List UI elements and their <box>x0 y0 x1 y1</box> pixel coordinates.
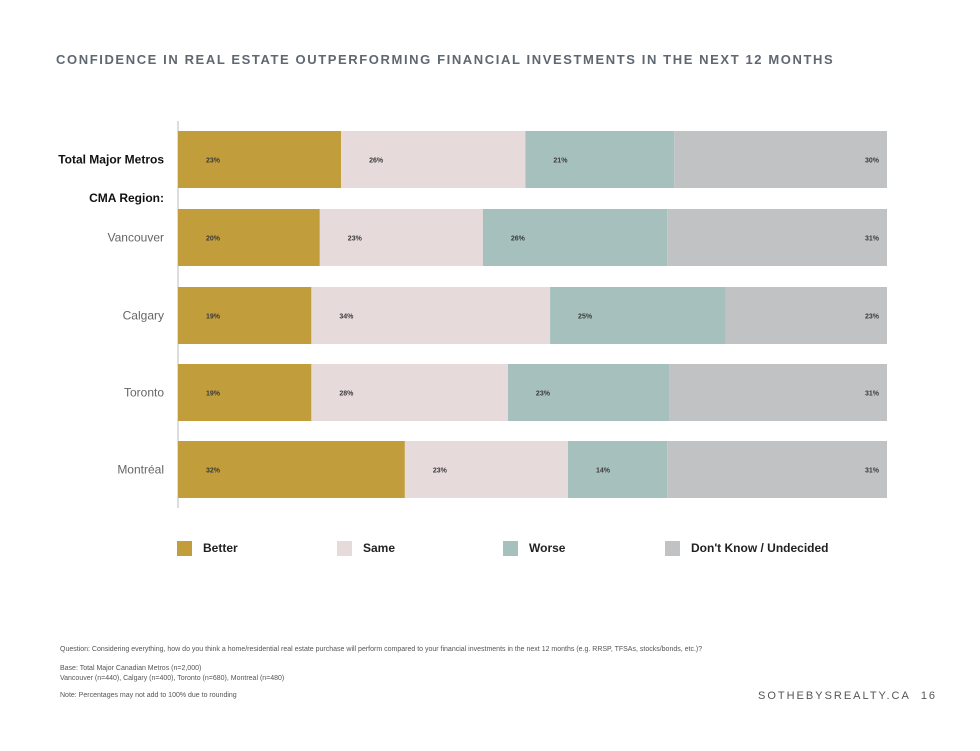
bar-value-label: 14% <box>596 468 611 475</box>
bar-value-label: 19% <box>206 314 221 321</box>
bar-segment <box>667 209 887 266</box>
bar-segment <box>178 287 312 344</box>
brand-name: SOTHEBYSREALTY.CA <box>758 690 911 702</box>
bar-segment <box>319 209 483 266</box>
bar-segment <box>550 287 726 344</box>
bar-value-label: 23% <box>348 236 363 243</box>
bar-value-label: 19% <box>206 391 221 398</box>
bar-value-label: 32% <box>206 468 221 475</box>
rounding-note: Note: Percentages may not add to 100% du… <box>60 692 237 699</box>
legend-swatch <box>503 541 518 556</box>
bar-segment <box>178 131 342 188</box>
bar-segment <box>178 209 320 266</box>
bar-segment <box>178 441 405 498</box>
base-line-2: Vancouver (n=440), Calgary (n=400), Toro… <box>60 675 285 682</box>
bar-segment <box>311 287 551 344</box>
bar-value-label: 26% <box>511 236 526 243</box>
base-line-1: Base: Total Major Canadian Metros (n=2,0… <box>60 665 202 672</box>
stacked-bar-chart: 23% 26% 21% 30% Total Major Metros 20% 23% 26% 3… <box>58 121 887 556</box>
brand-footer: SOTHEBYSREALTY.CA 16 <box>758 690 937 702</box>
bar-value-label: 20% <box>206 236 221 243</box>
bar-segment <box>674 131 887 188</box>
bar-value-label: 21% <box>553 158 568 165</box>
legend-label: Don't Know / Undecided <box>691 541 829 555</box>
category-label: Vancouver <box>108 231 164 245</box>
bar-segment <box>567 441 668 498</box>
bar-value-label: 31% <box>865 236 880 243</box>
legend-swatch <box>665 541 680 556</box>
bar-segment <box>341 131 526 188</box>
bar-segment <box>482 209 668 266</box>
bar-value-label: 23% <box>206 158 221 165</box>
bar-segment <box>725 287 887 344</box>
legend-swatch <box>177 541 192 556</box>
bar-segment <box>525 131 675 188</box>
bar-value-label: 34% <box>339 314 354 321</box>
bar-value-label: 25% <box>578 314 593 321</box>
legend-label: Same <box>363 541 395 555</box>
bar-value-label: 23% <box>433 468 448 475</box>
bar-segment <box>667 441 887 498</box>
bar-segment <box>178 364 312 421</box>
survey-question: Question: Considering everything, how do… <box>60 646 703 653</box>
bar-value-label: 23% <box>865 314 880 321</box>
category-label: Toronto <box>124 386 164 400</box>
bar-value-label: 23% <box>536 391 551 398</box>
bar-value-label: 28% <box>339 391 354 398</box>
category-label: Total Major Metros <box>58 153 164 167</box>
group-label: CMA Region: <box>89 191 164 205</box>
category-label: Calgary <box>123 309 164 323</box>
bar-segment <box>507 364 670 421</box>
page-number: 16 <box>920 690 938 702</box>
chart-title: CONFIDENCE IN REAL ESTATE OUTPERFORMING … <box>56 52 835 67</box>
legend-label: Better <box>203 541 238 555</box>
bar-segment <box>669 364 887 421</box>
bar-segment <box>404 441 568 498</box>
legend-label: Worse <box>529 541 566 555</box>
bar-value-label: 26% <box>369 158 384 165</box>
bar-value-label: 31% <box>865 391 880 398</box>
bar-value-label: 30% <box>865 158 880 165</box>
legend-swatch <box>337 541 352 556</box>
bar-value-label: 31% <box>865 468 880 475</box>
category-label: Montréal <box>117 463 164 477</box>
bar-segment <box>311 364 508 421</box>
